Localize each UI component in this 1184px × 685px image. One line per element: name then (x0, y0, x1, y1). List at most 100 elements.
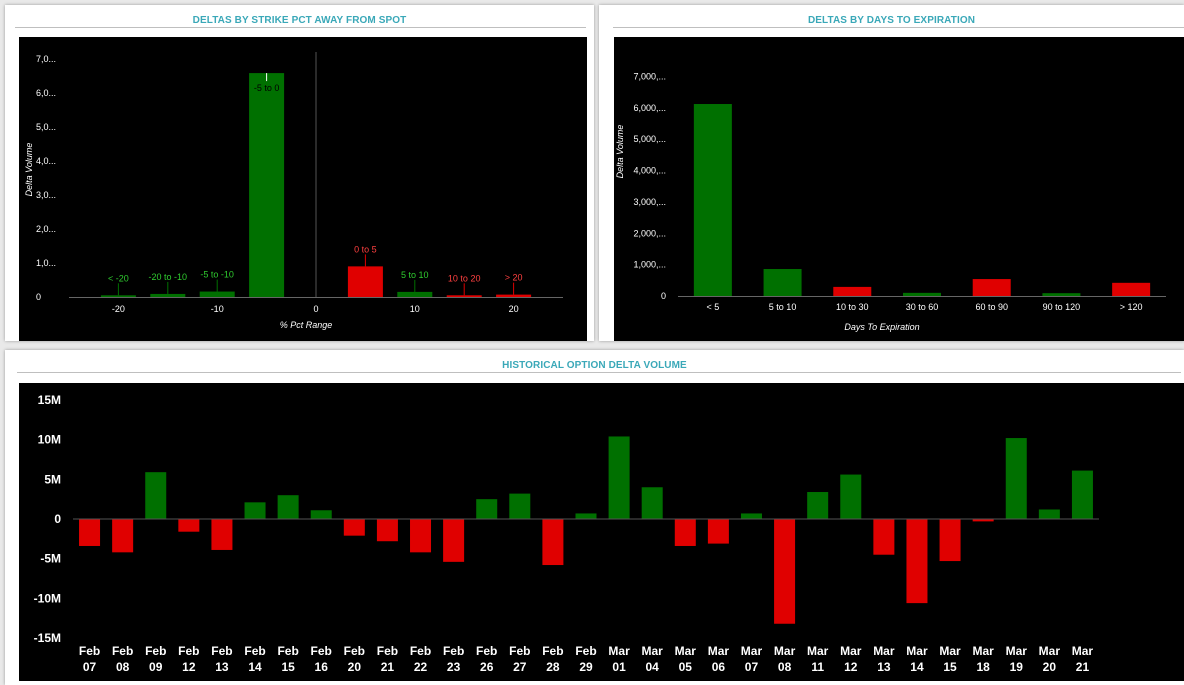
history-x-tick-day: 09 (149, 660, 163, 674)
history-x-tick-month: Mar (608, 644, 630, 658)
history-x-tick-month: Feb (145, 644, 166, 658)
strike-x-tick-label: 20 (509, 304, 519, 314)
expiration-x-tick-label: 60 to 90 (975, 302, 1008, 312)
history-y-tick-label: -5M (40, 552, 61, 566)
history-x-tick-day: 01 (612, 660, 626, 674)
strike-bar (100, 295, 136, 297)
strike-x-tick-label: 10 (410, 304, 420, 314)
history-y-tick-label: 15M (38, 393, 61, 407)
history-bar (376, 519, 398, 542)
history-x-tick-day: 20 (1043, 660, 1057, 674)
history-bar (79, 519, 101, 546)
strike-y-tick-label: 3,0... (36, 190, 56, 200)
history-bar (244, 502, 266, 519)
history-x-tick-month: Mar (972, 644, 994, 658)
history-bar (1071, 470, 1093, 519)
history-x-tick-day: 29 (579, 660, 593, 674)
history-x-tick-day: 18 (976, 660, 990, 674)
history-x-tick-day: 16 (315, 660, 329, 674)
history-bar (112, 519, 134, 553)
strike-y-tick-label: 0 (36, 292, 41, 302)
history-bar (145, 472, 167, 519)
expiration-x-tick-label: 90 to 120 (1043, 302, 1081, 312)
expiration-bar (1042, 293, 1081, 296)
history-x-tick-month: Mar (1072, 644, 1094, 658)
strike-bar (150, 293, 186, 297)
history-x-tick-day: 12 (844, 660, 858, 674)
history-x-tick-day: 14 (248, 660, 262, 674)
history-x-tick-month: Mar (873, 644, 895, 658)
history-x-tick-day: 15 (281, 660, 295, 674)
expiration-chart: 0 1,000,... 2,000,... 3,000,... 4,000,... 5,0… (614, 37, 1184, 341)
strike-y-tick-label: 1,0... (36, 258, 56, 268)
history-panel: HISTORICAL OPTION DELTA VOLUME 15M 10M 5M 0… (5, 350, 1184, 685)
strike-x-axis-title: % Pct Range (280, 320, 333, 330)
history-x-tick-month: Feb (344, 644, 365, 658)
history-x-tick-day: 27 (513, 660, 527, 674)
history-x-tick-day: 07 (745, 660, 759, 674)
strike-bar (249, 73, 285, 297)
history-bar (972, 519, 994, 522)
strike-y-tick-label: 7,0... (36, 54, 56, 64)
history-x-tick-day: 07 (83, 660, 97, 674)
history-bar (343, 519, 365, 536)
strike-bar (397, 291, 433, 297)
history-x-tick-month: Mar (840, 644, 862, 658)
history-bar (178, 519, 200, 532)
history-x-tick-month: Mar (807, 644, 829, 658)
history-bar (277, 495, 299, 519)
strike-y-tick-label: 4,0... (36, 156, 56, 166)
history-bar (476, 499, 498, 519)
history-bar (641, 487, 663, 519)
history-bar (674, 519, 696, 546)
history-x-tick-month: Feb (112, 644, 133, 658)
history-x-tick-month: Mar (642, 644, 664, 658)
expiration-bar (763, 269, 802, 296)
expiration-y-tick-label: 1,000,... (633, 260, 666, 270)
expiration-x-tick-label: > 120 (1120, 302, 1143, 312)
strike-bar (496, 294, 532, 297)
history-x-tick-month: Feb (542, 644, 563, 658)
history-x-tick-day: 22 (414, 660, 428, 674)
strike-bar-label: < -20 (108, 273, 129, 283)
history-x-tick-month: Feb (211, 644, 232, 658)
history-bar (1005, 438, 1027, 519)
history-x-tick-day: 05 (679, 660, 693, 674)
history-panel-title: HISTORICAL OPTION DELTA VOLUME (502, 360, 687, 371)
expiration-y-tick-label: 6,000,... (633, 103, 666, 113)
history-bar (807, 492, 829, 519)
strike-y-tick-label: 5,0... (36, 122, 56, 132)
expiration-y-tick-label: 7,000,... (633, 71, 666, 81)
history-x-tick-day: 14 (910, 660, 924, 674)
history-bar (410, 519, 432, 553)
history-bar (906, 519, 928, 604)
history-x-tick-month: Feb (575, 644, 596, 658)
expiration-chart-svg: 0 1,000,... 2,000,... 3,000,... 4,000,... 5,0… (615, 71, 1166, 332)
expiration-y-axis-title: Delta Volume (615, 125, 625, 179)
history-bar (542, 519, 564, 566)
history-x-tick-month: Feb (178, 644, 199, 658)
strike-bar (199, 291, 235, 297)
strike-panel: DELTAS BY STRIKE PCT AWAY FROM SPOT 0 1,0… (5, 5, 594, 341)
history-y-tick-label: -10M (34, 591, 61, 605)
strike-bar (446, 295, 482, 297)
history-x-tick-day: 26 (480, 660, 494, 674)
history-x-tick-month: Mar (774, 644, 796, 658)
strike-bar-label: -5 to -10 (200, 270, 234, 280)
history-x-tick-month: Feb (443, 644, 464, 658)
expiration-bar (833, 286, 872, 296)
history-x-tick-day: 15 (943, 660, 957, 674)
strike-y-tick-label: 6,0... (36, 88, 56, 98)
history-bar (1038, 509, 1060, 519)
history-x-tick-day: 21 (381, 660, 395, 674)
history-y-tick-label: -15M (34, 631, 61, 645)
expiration-bar (972, 279, 1011, 296)
history-x-tick-month: Mar (906, 644, 928, 658)
history-y-tick-label: 10M (38, 433, 61, 447)
expiration-bar (1112, 282, 1151, 296)
strike-x-tick-label: -20 (112, 304, 125, 314)
expiration-y-tick-label: 2,000,... (633, 228, 666, 238)
history-bar (575, 513, 597, 519)
history-x-tick-day: 06 (712, 660, 726, 674)
history-x-tick-month: Feb (377, 644, 398, 658)
